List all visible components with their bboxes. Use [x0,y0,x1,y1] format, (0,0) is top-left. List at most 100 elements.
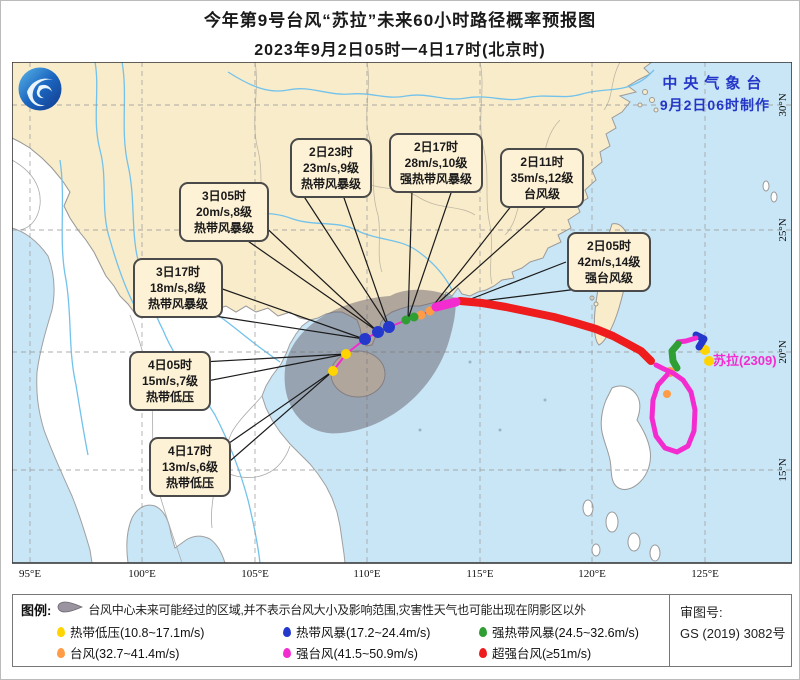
map-frame [12,62,792,564]
axis-labels: 95°E 100°E 105°E 110°E 115°E 120°E 125°E 30°N 25… [19,93,789,580]
cone-icon [57,600,84,618]
forecast-time: 2日17时 [413,140,459,154]
map-license: 审图号: GS (2019) 3082号 [669,595,791,666]
legend-dot-icon [57,647,65,658]
forecast-point [383,321,395,333]
legend-dot-icon [479,626,487,637]
forecast-time: 2日23时 [308,145,354,159]
observed-track-segment [649,362,698,455]
pointer-line [457,261,567,305]
observed-track-segment [668,340,682,372]
map-area: 95°E 100°E 105°E 110°E 115°E 120°E 125°E 30°N 25… [12,62,792,583]
lon-label: 100°E [128,568,156,580]
pointer-line [428,204,513,312]
lon-label: 125°E [691,568,719,580]
forecast-wind: 28m/s,10级 [404,156,468,170]
observed-track-segment [692,331,708,351]
typhoon-name-label: 苏拉(2309) [713,353,777,368]
agency-issued-time: 9月2日06时制作 [659,97,770,113]
forecast-label-box: 2日17时 28m/s,10级 强热带风暴级 [389,133,483,193]
lat-label: 15°N [777,458,789,481]
forecast-time: 2日11时 [520,155,564,169]
bay-of-bengal [12,227,93,564]
cma-logo-icon [17,66,63,112]
legend-dot-icon [57,626,65,637]
pointer-line [407,189,453,320]
current-position-marker [431,297,461,312]
legend-item-label: 强热带风暴(24.5~32.6m/s) [492,626,639,640]
legend-item-label: 超强台风(≥51m/s) [492,647,592,661]
forecast-label-box: 4日17时 13m/s,6级 热带低压 [149,437,231,497]
legend-item-label: 强台风(41.5~50.9m/s) [296,647,418,661]
forecast-wind: 20m/s,8级 [195,205,253,219]
legend-caption: 图例: [21,602,52,618]
agency-name: 中央气象台 [662,75,768,92]
lat-label: 25°N [777,218,789,241]
luzon-island [600,385,651,490]
lon-label: 110°E [353,568,380,580]
legend-dot-icon [283,626,291,637]
forecast-time: 4日05时 [147,358,193,372]
forecast-label-box: 4日05时 15m/s,7级 热带低压 [129,351,211,411]
forecast-label-box: 3日05时 20m/s,8级 热带风暴级 [179,182,269,242]
observed-track-segment [675,335,699,345]
forecast-point [341,349,351,359]
legend-left: 图例: 台风中心未来可能经过的区域,并不表示台风大小及影响范围,灾害性天气也可能… [13,595,669,666]
forecast-time: 3日05时 [201,189,247,203]
legend-item: 热带风暴(17.2~24.4m/s) [283,621,479,642]
map-license-label: 审图号: [680,605,723,620]
forecast-level: 强台风级 [584,271,633,285]
forecast-level: 台风级 [523,187,560,201]
legend-item-label: 热带低压(10.8~17.1m/s) [70,626,205,640]
forecast-wind: 42m/s,14级 [577,255,641,269]
forecast-label-box: 2日11时 35m/s,12级 台风级 [500,148,584,208]
legend-dot-icon [479,647,487,658]
pointer-line [213,285,365,340]
agency-credit: 中央气象台 9月2日06时制作 [660,72,770,115]
observed-track-dot [704,356,714,366]
forecast-label-box: 2日23时 23m/s,9级 热带风暴级 [290,138,372,198]
pointer-line [302,194,390,328]
forecast-point [401,315,411,325]
pointer-line [342,194,390,328]
legend-item: 热带低压(10.8~17.1m/s) [57,621,283,642]
legend-item: 超强台风(≥51m/s) [479,642,669,663]
pointer-line [407,189,413,320]
forecast-label-box: 3日17时 18m/s,8级 热带风暴级 [133,258,223,318]
legend-item-label: 台风(32.7~41.4m/s) [70,647,180,661]
pointer-line [244,238,378,332]
legend-item: 强台风(41.5~50.9m/s) [283,642,479,663]
lat-label: 30°N [777,93,789,116]
legend-item: 强热带风暴(24.5~32.6m/s) [479,621,669,642]
forecast-point [416,310,426,320]
typhoon-tracks [328,297,714,455]
pointer-line [221,370,334,469]
legend-item: 台风(32.7~41.4m/s) [57,642,283,663]
forecast-time: 4日17时 [167,444,213,458]
lon-label: 120°E [578,568,606,580]
forecast-wind: 15m/s,7级 [141,374,199,388]
cone-description: 台风中心未来可能经过的区域,并不表示台风大小及影响范围,灾害性天气也可能出现在阴… [88,602,586,617]
forecast-wind: 13m/s,6级 [161,460,219,474]
page-title: 今年第9号台风“苏拉”未来60小时路径概率预报图 [203,11,597,30]
pointer-line [201,353,347,383]
forecast-level: 热带风暴级 [193,221,254,235]
forecast-level: 热带低压 [145,390,194,404]
map-license-number: GS (2019) 3082号 [680,626,786,641]
forecast-wind: 35m/s,12级 [510,171,574,185]
pointer-line [221,370,334,449]
title-block: 今年第9号台风“苏拉”未来60小时路径概率预报图 2023年9月2日05时一4日… [1,6,799,60]
lon-label: 115°E [466,568,493,580]
forecast-level: 热带低压 [165,476,214,490]
forecast-wind: 18m/s,8级 [149,281,207,295]
forecast-time: 2日05时 [586,239,632,253]
legend-items: 热带低压(10.8~17.1m/s) 热带风暴(17.2~24.4m/s) 强热带风… [57,621,669,663]
pointer-line [428,204,549,312]
page-subtitle: 2023年9月2日05时一4日17时(北京时) [254,42,546,59]
forecast-level: 强热带风暴级 [399,172,472,186]
pointer-line [201,353,347,363]
forecast-level: 热带风暴级 [300,177,361,191]
forecast-point [359,333,371,345]
lat-label: 20°N [777,340,789,363]
